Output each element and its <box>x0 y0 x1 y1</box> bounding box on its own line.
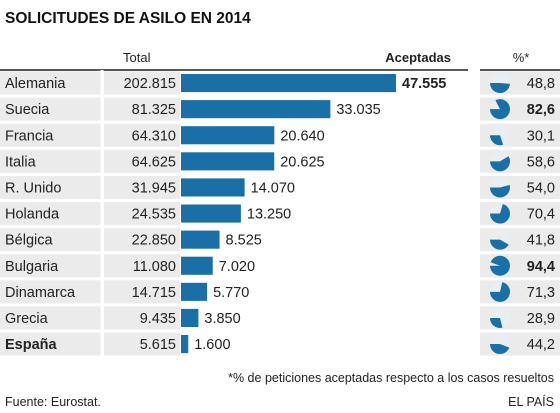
chart-rows: Alemania 202.815 47.555 48,8 Suecia 81.325 33.… <box>0 71 560 356</box>
percent-label: 70,4 <box>527 207 555 223</box>
total-label: 24.535 <box>132 207 176 223</box>
percent-label: 71,3 <box>527 285 555 301</box>
percent-label: 82,6 <box>527 102 555 118</box>
total-label: 9.435 <box>140 311 176 327</box>
category-label: Alemania <box>5 76 66 92</box>
credit-label: EL PAÍS <box>508 394 554 409</box>
percent-label: 44,2 <box>527 337 555 353</box>
percent-label: 41,8 <box>527 233 555 249</box>
pie-slice <box>489 184 510 198</box>
category-label: Holanda <box>5 207 60 223</box>
total-label: 64.625 <box>132 154 176 170</box>
pie-slice <box>489 344 510 355</box>
accepted-label: 13.250 <box>247 207 291 223</box>
percent-label: 58,6 <box>527 154 555 170</box>
category-label: R. Unido <box>5 180 61 196</box>
category-label: Bélgica <box>5 233 53 249</box>
category-label: Bulgaria <box>5 259 59 275</box>
accepted-label: 1.600 <box>194 337 230 353</box>
row-background <box>0 97 180 121</box>
row-background <box>0 254 180 278</box>
row-background <box>0 306 180 330</box>
pie-slice <box>490 83 510 94</box>
total-label: 5.615 <box>140 337 176 353</box>
category-label: Grecia <box>5 311 49 327</box>
bar-accepted <box>181 308 199 327</box>
row-background <box>0 71 180 95</box>
bar-accepted <box>181 335 189 354</box>
category-label: Francia <box>5 128 54 144</box>
bar-accepted <box>181 230 220 249</box>
category-label: Dinamarca <box>5 285 76 301</box>
header-accepted: Aceptadas <box>385 50 451 65</box>
total-label: 31.945 <box>132 180 176 196</box>
chart-title: SOLICITUDES DE ASILO EN 2014 <box>5 10 251 27</box>
total-label: 64.310 <box>132 128 176 144</box>
total-label: 22.850 <box>132 233 176 249</box>
pie-slice <box>490 203 510 224</box>
accepted-label: 5.770 <box>213 285 249 301</box>
total-label: 202.815 <box>124 76 176 92</box>
header-total: Total <box>123 50 151 65</box>
bar-accepted <box>181 282 208 301</box>
pie-slice <box>490 156 510 172</box>
accepted-label: 20.640 <box>280 128 324 144</box>
bar-accepted <box>181 256 213 275</box>
row-background <box>0 202 180 226</box>
pie-slice <box>490 135 504 146</box>
bar-accepted <box>181 74 396 93</box>
pie-slice <box>490 99 510 120</box>
percent-label: 54,0 <box>527 180 555 196</box>
accepted-label: 8.525 <box>226 233 262 249</box>
row-background <box>0 280 180 304</box>
row-background <box>0 123 180 147</box>
percent-label: 94,4 <box>527 259 555 275</box>
header-percent: %* <box>513 50 530 65</box>
row-background <box>0 175 180 199</box>
row-background <box>0 149 180 173</box>
accepted-label: 14.070 <box>251 180 295 196</box>
category-label: España <box>5 337 58 353</box>
total-label: 14.715 <box>132 285 176 301</box>
category-label: Italia <box>5 154 37 170</box>
accepted-label: 20.625 <box>280 154 324 170</box>
total-label: 81.325 <box>132 102 176 118</box>
bar-accepted <box>181 178 245 197</box>
pie-slice <box>490 317 503 328</box>
accepted-label: 47.555 <box>402 76 446 92</box>
source-note: Fuente: Eurostat. <box>5 395 101 409</box>
percent-label: 28,9 <box>527 311 555 327</box>
pie-slice <box>490 282 511 302</box>
accepted-label: 7.020 <box>219 259 255 275</box>
percent-label: 30,1 <box>527 128 555 144</box>
footnote: *% de peticiones aceptadas respecto a lo… <box>228 371 554 385</box>
row-background <box>0 332 180 356</box>
total-label: 11.080 <box>133 259 176 275</box>
pie-slice <box>490 239 509 250</box>
row-background <box>0 228 180 252</box>
percent-label: 48,8 <box>527 76 555 92</box>
category-label: Suecia <box>5 102 50 118</box>
pie-slice <box>490 255 510 276</box>
bar-accepted <box>181 204 241 223</box>
bar-accepted <box>181 152 275 171</box>
accepted-label: 33.035 <box>336 102 380 118</box>
bar-accepted <box>181 126 275 145</box>
accepted-label: 3.850 <box>204 311 240 327</box>
bar-accepted <box>181 100 331 119</box>
